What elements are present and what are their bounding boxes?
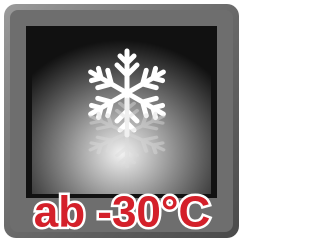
temperature-label: ab -30°C [34, 188, 211, 237]
frost-icon: ab -30°C [0, 0, 243, 242]
